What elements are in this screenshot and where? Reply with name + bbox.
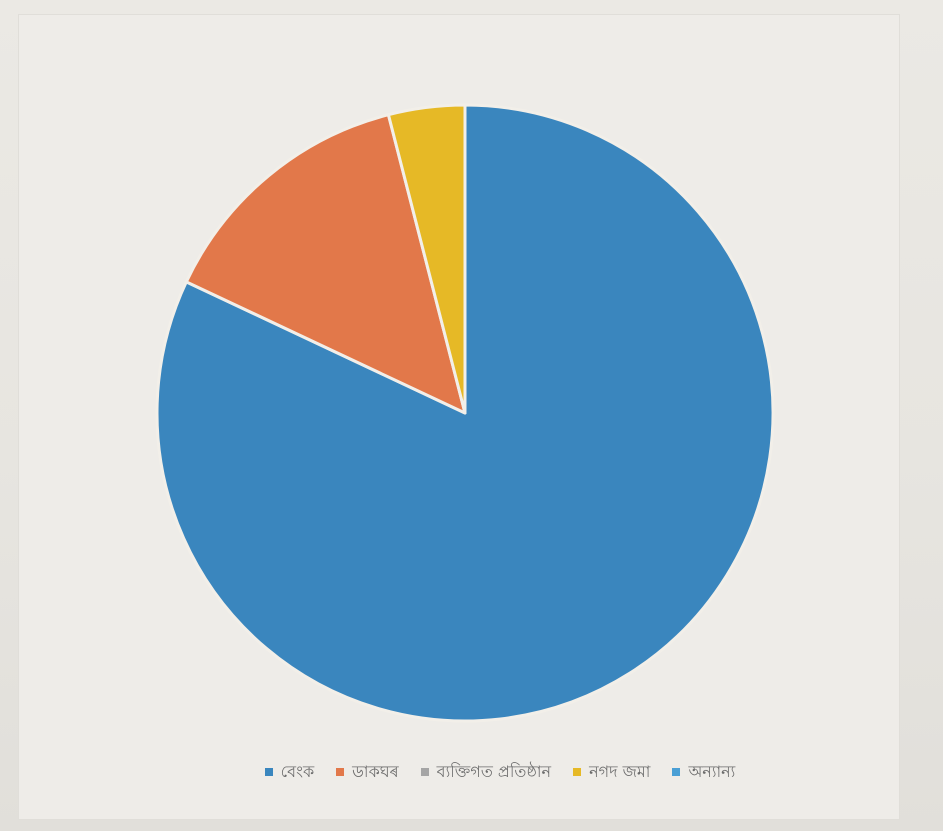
pie-slice-post-office xyxy=(184,113,467,415)
legend-label-bank: বেংক xyxy=(280,761,315,781)
chart-legend: বেংক ডাকঘৰ ব্যক্তিগত প্ৰতিষ্ঠান নগদ জমা … xyxy=(150,752,850,792)
legend-swatch-cash-deposit xyxy=(573,768,582,776)
legend-swatch-private-institution xyxy=(420,768,429,776)
legend-item-bank: বেংক xyxy=(264,759,315,786)
legend-item-private-institution: ব্যক্তিগত প্ৰতিষ্ঠান xyxy=(420,759,552,786)
legend-label-post-office: ডাকঘৰ xyxy=(352,761,399,781)
legend-swatch-others xyxy=(672,768,681,776)
legend-label-private-institution: ব্যক্তিগত প্ৰতিষ্ঠান xyxy=(436,761,552,781)
legend-item-post-office: ডাকঘৰ xyxy=(336,759,399,786)
legend-swatch-post-office xyxy=(336,768,345,776)
legend-item-cash-deposit: নগদ জমা xyxy=(573,759,650,786)
legend-item-others: অন্যান্য xyxy=(672,759,735,786)
legend-label-others: অন্যান্য xyxy=(688,761,736,781)
pie-slice-cash-deposit xyxy=(386,103,467,415)
legend-swatch-bank xyxy=(264,768,273,776)
legend-label-cash-deposit: নগদ জমা xyxy=(589,761,651,781)
